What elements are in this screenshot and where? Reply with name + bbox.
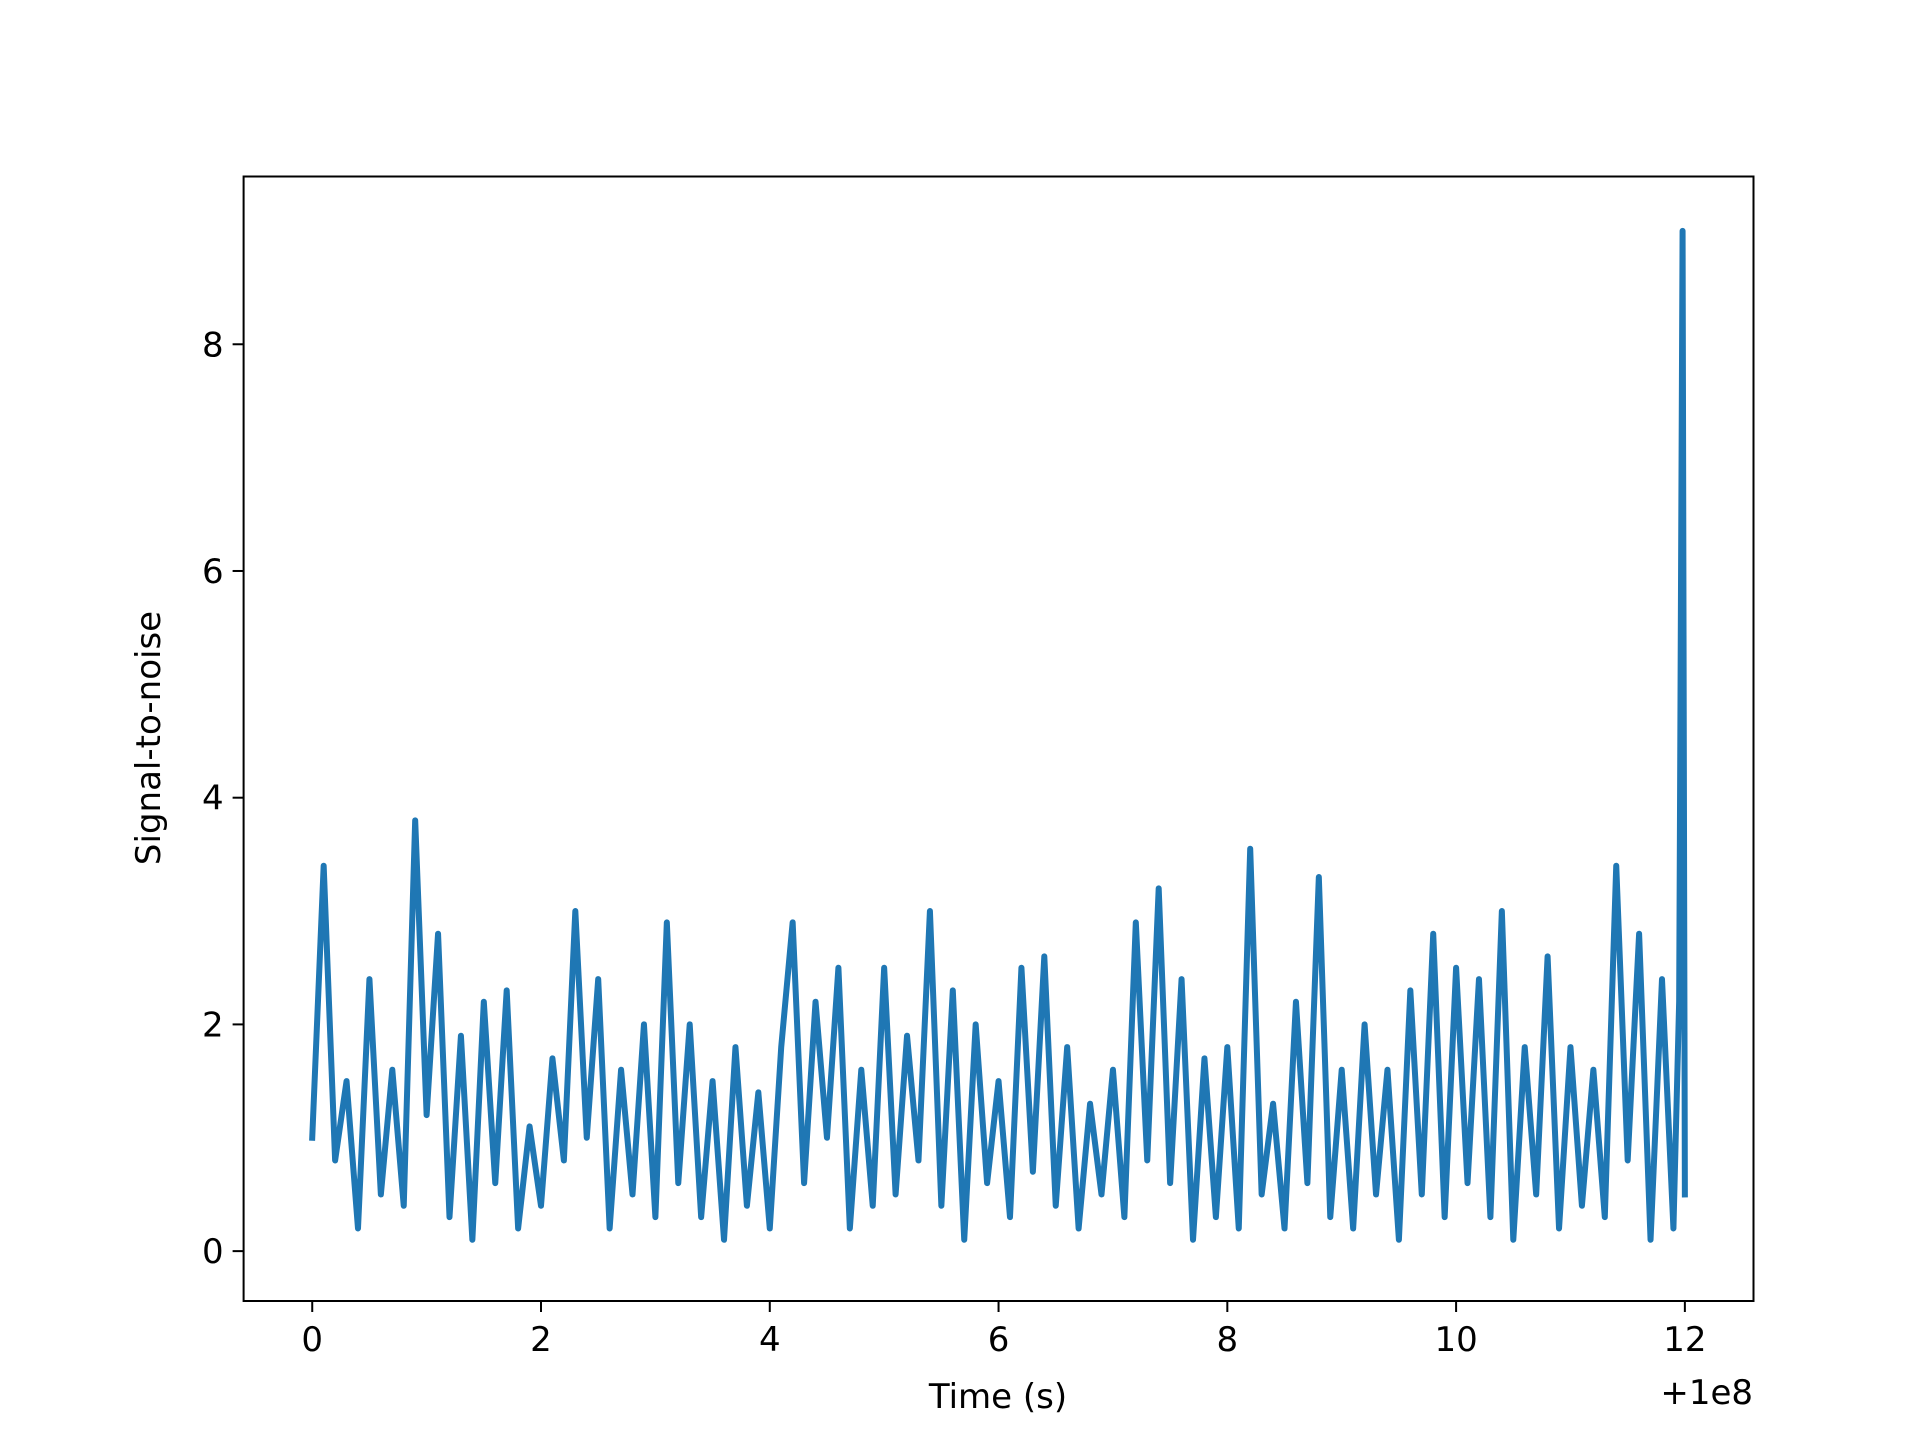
x-tick-label: 2 [530, 1320, 552, 1360]
y-tick-label: 6 [202, 552, 224, 592]
x-tick-label: 6 [988, 1320, 1010, 1360]
x-offset-label: +1e8 [1660, 1373, 1753, 1413]
data-line [309, 227, 1688, 1243]
x-tick-label: 0 [301, 1320, 323, 1360]
x-tick-label: 10 [1434, 1320, 1477, 1360]
x-tick-label: 8 [1217, 1320, 1239, 1360]
plot-area [309, 227, 1688, 1243]
y-tick-label: 4 [202, 779, 224, 819]
x-axis-label: Time (s) [928, 1377, 1067, 1417]
x-tick-label: 12 [1663, 1320, 1706, 1360]
y-tick-label: 8 [202, 325, 224, 365]
y-axis-label: Signal-to-noise [129, 611, 169, 865]
y-tick-label: 0 [202, 1232, 224, 1272]
x-tick-label: 4 [759, 1320, 781, 1360]
y-tick-label: 2 [202, 1005, 224, 1045]
